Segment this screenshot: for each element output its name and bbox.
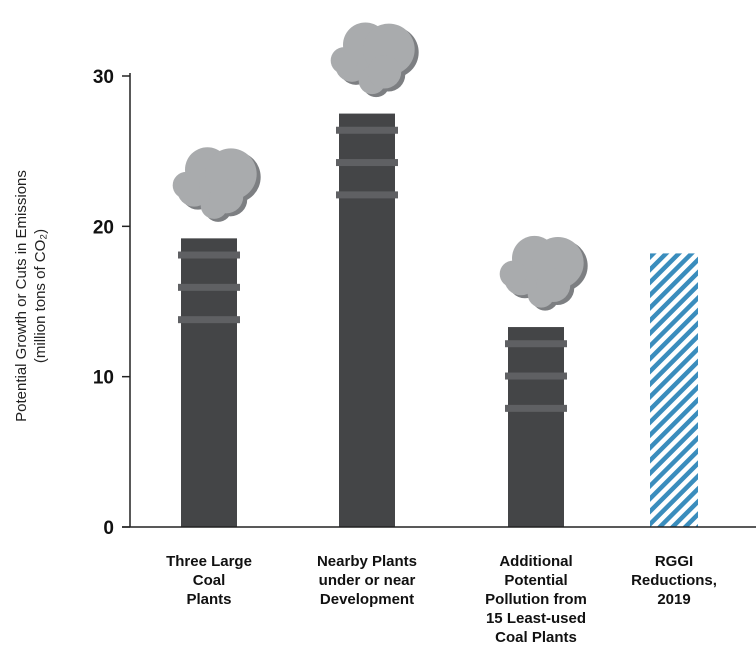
smoke-cloud-2 — [499, 235, 588, 311]
bar-1 — [339, 113, 395, 527]
stack-band-2-1 — [505, 372, 567, 380]
smokestack-1 — [336, 113, 398, 527]
category-label-0: Three Large Coal Plants — [166, 553, 252, 608]
category-label-3: RGGI Reductions, 2019 — [631, 553, 717, 608]
stack-band-2-2 — [505, 404, 567, 412]
bar-0 — [181, 238, 237, 528]
smokestack-0 — [178, 238, 240, 528]
stack-band-1-0 — [336, 126, 398, 134]
stack-band-0-0 — [178, 251, 240, 259]
smoke-cloud-0 — [172, 147, 261, 222]
y-tick-label-20: 20 — [93, 217, 114, 238]
category-label-1: Nearby Plants under or near Development — [317, 553, 417, 608]
category-label-2: Additional Potential Pollution from 15 Leas… — [485, 553, 587, 646]
smoke-cloud-1 — [330, 22, 419, 98]
y-axis-title: Potential Growth or Cuts in Emissions (mi… — [13, 170, 49, 422]
stack-band-0-2 — [178, 316, 240, 324]
stack-band-0-1 — [178, 283, 240, 291]
stack-band-1-1 — [336, 159, 398, 167]
stack-band-1-2 — [336, 191, 398, 199]
bar-2 — [508, 327, 564, 527]
y-tick-label-30: 30 — [93, 67, 114, 88]
smokestack-2 — [505, 327, 567, 527]
y-tick-label-0: 0 — [103, 518, 114, 539]
bar-3 — [650, 253, 698, 528]
stack-band-2-0 — [505, 340, 567, 348]
y-tick-label-10: 10 — [93, 368, 114, 389]
